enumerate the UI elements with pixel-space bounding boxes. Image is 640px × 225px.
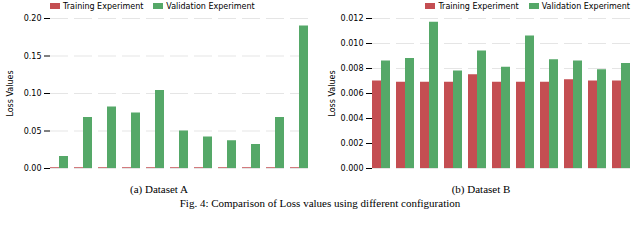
svg-text:0.00: 0.00: [24, 164, 42, 173]
svg-text:Loss Values: Loss Values: [328, 70, 337, 116]
svg-text:0.008: 0.008: [341, 64, 364, 73]
html-text:Fig. 4: Comparison of Loss val: Fig. 4: Comparison of Loss values using …: [179, 197, 461, 209]
html-text:(a) Dataset A: (a) Dataset A: [130, 183, 188, 195]
html-text:Validation Experiment: Validation Experiment: [166, 1, 255, 11]
svg-text:0.000: 0.000: [341, 164, 364, 173]
html-text:Training Experiment: Training Experiment: [438, 1, 519, 11]
svg-text:0.012: 0.012: [341, 14, 364, 23]
svg-text:0.10: 0.10: [24, 89, 42, 98]
svg-text:0.004: 0.004: [341, 114, 364, 123]
svg-text:Loss Values: Loss Values: [6, 70, 15, 116]
svg-text:0.20: 0.20: [24, 14, 42, 23]
svg-text:0.05: 0.05: [24, 127, 42, 136]
svg-text:0.006: 0.006: [341, 89, 364, 98]
svg-text:0.15: 0.15: [24, 52, 42, 61]
html-text:Training Experiment: Training Experiment: [63, 1, 144, 11]
svg-text:0.002: 0.002: [341, 139, 364, 148]
svg-text:0.010: 0.010: [341, 39, 364, 48]
html-text:Validation Experiment: Validation Experiment: [541, 1, 630, 11]
html-text:(b) Dataset B: (b) Dataset B: [451, 183, 511, 195]
